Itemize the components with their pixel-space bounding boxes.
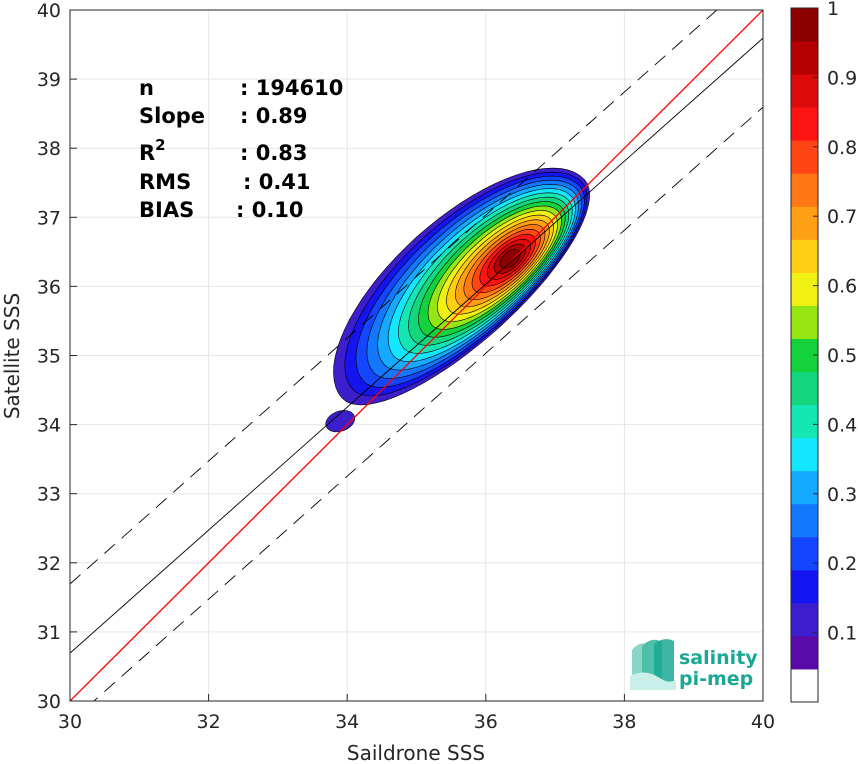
colorbar-tick-label-3: 0.4 — [827, 414, 857, 436]
colorbar-tick-label-0: 0.1 — [827, 623, 857, 645]
colorbar-segment-0 — [791, 668, 818, 703]
colorbar-segment-2 — [791, 602, 818, 637]
colorbar-segment-5 — [791, 503, 818, 538]
y-tick-label-9: 39 — [37, 69, 61, 91]
lower-bound-line — [93, 106, 763, 701]
y-tick-label-6: 36 — [37, 276, 61, 298]
stats-label-n: n — [139, 76, 154, 100]
y-tick-label-1: 31 — [37, 622, 61, 644]
colorbar-segment-1 — [791, 635, 818, 670]
stats-box: n : 194610 Slope : 0.89 R2 : 0.83 RMS : 0.41 BIA… — [139, 76, 343, 222]
colorbar-segment-20 — [791, 8, 818, 42]
salinity-pi-mep-logo: salinity pi-mep — [630, 639, 758, 690]
grid-lines — [69, 9, 764, 702]
colorbar-tick-label-6: 0.7 — [827, 206, 857, 228]
x-tick-label-5: 40 — [751, 711, 775, 733]
colorbar-segment-17 — [791, 107, 818, 141]
x-tick-label-3: 36 — [474, 711, 498, 733]
y-tick-label-8: 38 — [37, 138, 61, 160]
stats-label-rms: RMS — [139, 170, 191, 194]
y-tick-label-7: 37 — [37, 207, 61, 229]
colorbar-tick-label-2: 0.3 — [827, 484, 857, 506]
stats-label-bias: BIAS — [139, 198, 194, 222]
logo-text-line2: pi-mep — [679, 668, 753, 690]
y-tick-label-2: 32 — [37, 553, 61, 575]
colorbar-segment-14 — [791, 206, 818, 240]
y-axis-ticks: 30 31 32 33 34 35 36 37 38 39 40 — [37, 0, 77, 713]
colorbar-segment-9 — [791, 371, 818, 406]
stats-label-slope: Slope — [139, 104, 205, 128]
colorbar-segment-16 — [791, 140, 818, 174]
stats-value-slope: : 0.89 — [240, 104, 308, 128]
logo-text-line1: salinity — [679, 647, 758, 669]
colorbar-tick-label-1: 0.2 — [827, 553, 857, 575]
colorbar-segment-11 — [791, 305, 818, 339]
colorbar-segment-6 — [791, 470, 818, 505]
colorbar-tick-label-9: 1 — [827, 0, 839, 20]
x-tick-label-2: 34 — [335, 711, 359, 733]
colorbar-segment-7 — [791, 437, 818, 472]
y-tick-label-5: 35 — [37, 346, 61, 368]
y-tick-label-4: 34 — [37, 415, 61, 437]
colorbar-segment-12 — [791, 272, 818, 306]
colorbar-segment-13 — [791, 239, 818, 273]
colorbar-tick-label-4: 0.5 — [827, 345, 857, 367]
colorbar-segment-8 — [791, 404, 818, 439]
colorbar-tick-label-7: 0.8 — [827, 137, 857, 159]
colorbar-segment-15 — [791, 173, 818, 207]
y-tick-label-10: 40 — [37, 0, 61, 22]
stats-value-n: : 194610 — [240, 76, 343, 100]
stats-value-r: : 0.83 — [240, 141, 308, 165]
x-axis-ticks: 30 32 34 36 38 40 — [58, 694, 775, 733]
y-tick-label-3: 33 — [37, 484, 61, 506]
colorbar-segment-3 — [791, 569, 818, 604]
stats-value-bias: : 0.10 — [236, 198, 304, 222]
one-to-one-line — [70, 10, 763, 701]
colorbar-segment-4 — [791, 536, 818, 571]
density-contour-level-19 — [499, 248, 521, 269]
upper-bound-line — [70, 10, 718, 585]
regression-line — [70, 37, 763, 654]
stats-label-r: R2 — [139, 136, 166, 165]
colorbar: 0.1 0.2 0.3 0.4 0.5 0.6 0.7 0.8 0.9 1 — [790, 0, 857, 703]
y-tick-label-0: 30 — [37, 691, 61, 713]
colorbar-tick-label-8: 0.9 — [827, 67, 857, 89]
colorbar-tick-label-5: 0.6 — [827, 276, 857, 298]
logo-waves-icon — [630, 639, 676, 690]
x-tick-label-0: 30 — [58, 711, 82, 733]
colorbar-segment-19 — [791, 41, 818, 75]
y-axis-label: Satellite SSS — [0, 293, 24, 419]
reference-lines — [70, 10, 763, 701]
x-tick-label-1: 32 — [197, 711, 221, 733]
stats-value-rms: : 0.41 — [243, 170, 311, 194]
x-axis-label: Saildrone SSS — [347, 741, 485, 764]
density-contours — [325, 167, 590, 433]
stats-label-superscript: 2 — [155, 136, 165, 154]
x-tick-label-4: 38 — [612, 711, 636, 733]
colorbar-segment-18 — [791, 74, 818, 108]
